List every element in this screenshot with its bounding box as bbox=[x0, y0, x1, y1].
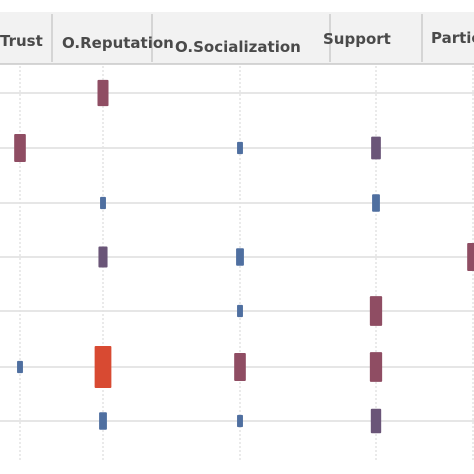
mark-r2-c3 bbox=[237, 141, 243, 155]
mark-r3-c4 bbox=[372, 194, 380, 212]
header-band bbox=[0, 12, 474, 64]
mark-r2-c4 bbox=[371, 136, 381, 160]
mark-r3-c2 bbox=[100, 196, 106, 210]
mark-r6-c1 bbox=[17, 360, 23, 374]
mark-r6-c2 bbox=[94, 346, 112, 388]
mark-r5-c3 bbox=[237, 304, 243, 318]
mark-r7-c4 bbox=[370, 408, 382, 434]
mark-r4-c3 bbox=[236, 248, 244, 266]
column-header-3: O.Socialization bbox=[175, 38, 301, 56]
mark-r6-c3 bbox=[234, 353, 246, 381]
column-header-4: Support bbox=[323, 30, 391, 48]
column-header-1: Trust bbox=[0, 32, 43, 50]
mark-r5-c4 bbox=[369, 296, 383, 326]
column-separators bbox=[51, 14, 423, 62]
mark-r4-c2 bbox=[98, 246, 108, 268]
mark-r2-c1 bbox=[14, 134, 26, 162]
mark-r4-c5 bbox=[467, 243, 474, 271]
column-header-2: O.Reputation bbox=[62, 34, 174, 52]
mark-r7-c3 bbox=[237, 414, 243, 428]
mark-r1-c2 bbox=[97, 79, 109, 107]
mark-r7-c2 bbox=[99, 412, 107, 430]
mark-r6-c4 bbox=[369, 352, 383, 382]
column-header-5: Partic bbox=[431, 29, 474, 47]
data-marks bbox=[14, 79, 474, 434]
column-headers: Trust O.Reputation O.Socialization Support P… bbox=[0, 29, 474, 56]
